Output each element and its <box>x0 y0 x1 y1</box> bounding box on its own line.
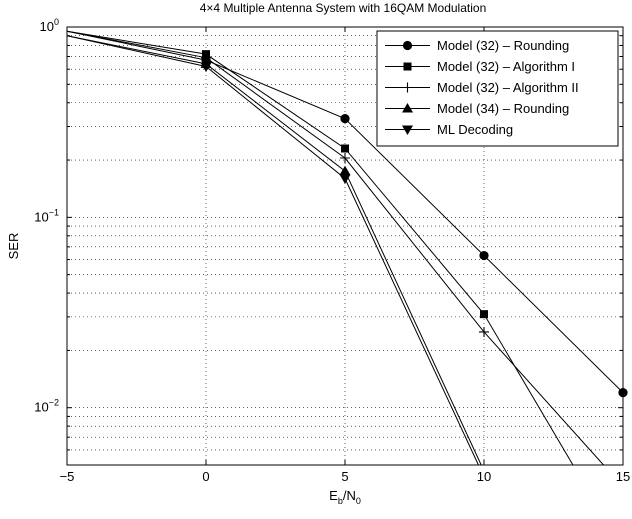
data-point-s5 <box>339 174 351 184</box>
x-tick-label: −5 <box>60 469 75 484</box>
chart-title: 4×4 Multiple Antenna System with 16QAM M… <box>200 1 487 15</box>
legend-marker-3 <box>402 82 413 93</box>
x-tick-label: 0 <box>202 469 209 484</box>
legend-marker-1 <box>402 40 413 51</box>
series-line-5 <box>67 35 479 465</box>
x-tick-label: 10 <box>477 469 491 484</box>
data-point-s3 <box>479 326 489 337</box>
data-point-s4 <box>339 165 351 176</box>
tick-layer <box>66 27 624 466</box>
x-tick-label: 15 <box>616 469 630 484</box>
y-tick-label: 100 <box>40 17 59 34</box>
tick-label-layer: −5 0 5 10 15 10−2 10−1 100 <box>34 17 630 484</box>
data-point-s2 <box>341 144 349 153</box>
data-point-s1 <box>340 114 350 124</box>
x-axis-label: Eb/N0 <box>329 488 361 506</box>
legend-marker-4 <box>402 103 413 113</box>
legend-label-2: Model (32) – Algorithm I <box>437 59 575 74</box>
legend-box <box>376 30 619 147</box>
y-tick-label: 10−2 <box>34 398 59 415</box>
legend-marker-5 <box>402 125 413 135</box>
legend-label-3: Model (32) – Algorithm II <box>437 80 579 95</box>
data-point-s3 <box>340 153 350 164</box>
data-point-s1 <box>479 250 489 261</box>
y-tick-label: 10−1 <box>34 207 59 224</box>
data-point-s2 <box>480 310 488 319</box>
grid <box>67 27 623 465</box>
legend-label-4: Model (34) – Rounding <box>437 101 569 116</box>
legend: Model (32) – Rounding Model (32) – Algori… <box>376 30 619 147</box>
series-line-4 <box>67 35 482 465</box>
y-axis-label: SER <box>6 233 21 260</box>
legend-label-5: ML Decoding <box>437 122 513 137</box>
legend-label-1: Model (32) – Rounding <box>437 38 569 53</box>
legend-marker-2 <box>403 62 412 71</box>
data-point-s5 <box>200 62 212 73</box>
x-tick-label: 5 <box>341 469 348 484</box>
